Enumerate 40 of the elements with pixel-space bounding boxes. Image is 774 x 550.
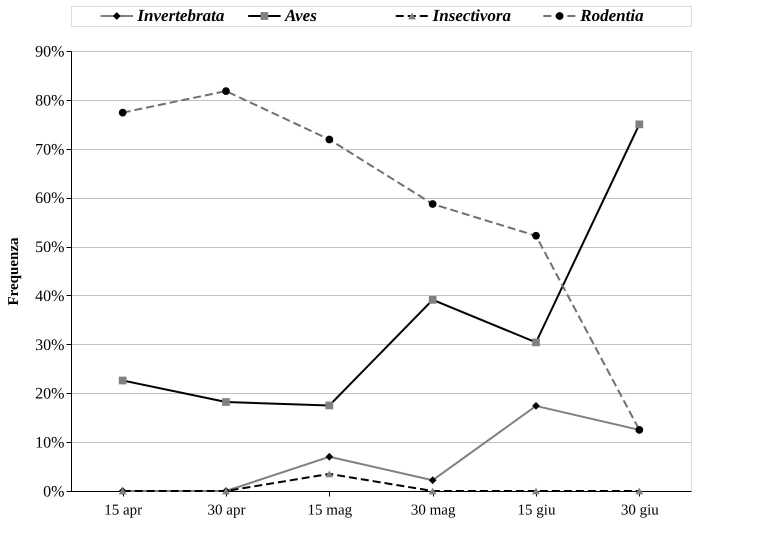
legend-label: Rodentia (579, 6, 644, 25)
point (635, 488, 644, 494)
x-tick-label: 15 mag (308, 502, 353, 518)
y-tick-label: 60% (35, 190, 64, 208)
x-tick-label: 15 giu (518, 502, 556, 518)
y-tick-label: 70% (35, 141, 64, 158)
point (532, 402, 540, 410)
point (532, 338, 540, 346)
y-tick-label: 40% (35, 288, 64, 305)
point (118, 376, 127, 384)
point (532, 488, 540, 494)
y-tick-label: 10% (35, 434, 64, 452)
y-tick-label: 20% (35, 386, 64, 403)
x-tick-label: 15 apr (104, 502, 142, 518)
legend-label: Aves (284, 6, 318, 25)
point (118, 108, 127, 116)
x-tick-label: 30 apr (208, 502, 246, 518)
legend-label: Insectivora (432, 6, 512, 25)
point (428, 296, 437, 304)
y-axis-title: Frequenza (6, 236, 22, 306)
point (635, 426, 644, 434)
y-tick-label: 0% (43, 484, 64, 500)
y-tick-label: 30% (35, 336, 64, 354)
point (428, 200, 437, 208)
point (325, 136, 334, 144)
point (428, 488, 437, 494)
legend-label: Invertebrata (136, 6, 225, 25)
y-tick-label: 50% (35, 239, 64, 256)
x-tick-label: 30 giu (620, 502, 660, 518)
point (635, 120, 644, 128)
point (428, 476, 437, 484)
point (222, 398, 230, 406)
point (222, 87, 230, 95)
point (325, 452, 334, 461)
point (532, 232, 540, 240)
point (325, 470, 334, 478)
point (325, 402, 334, 410)
x-tick-label: 30 mag (410, 502, 456, 518)
y-tick-label: 90% (35, 44, 64, 60)
y-tick-label: 80% (35, 92, 64, 110)
